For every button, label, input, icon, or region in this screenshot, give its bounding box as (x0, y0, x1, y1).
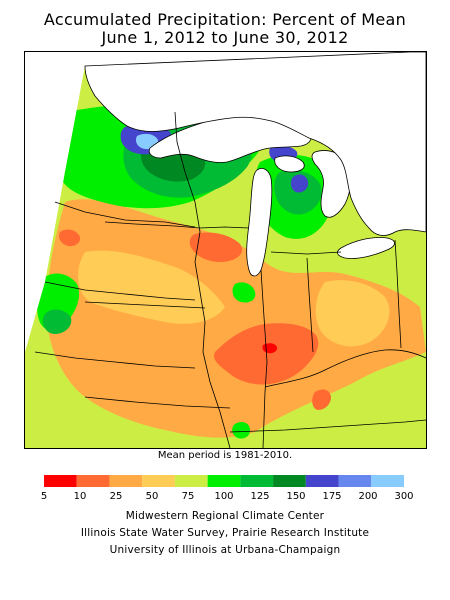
color-legend: 5 10 25 50 75 100 125 150 175 200 300 (41, 475, 414, 502)
legend-swatch (371, 475, 404, 487)
field-10-25-kentucky (312, 389, 331, 410)
field-50-75-iowa (78, 250, 226, 324)
field-125-150-west (42, 309, 72, 334)
field-175-200-lower-michigan (290, 174, 309, 193)
legend-swatch (305, 475, 339, 487)
field-100-125-southeast (232, 421, 251, 439)
legend-swatch (207, 475, 241, 487)
legend-tick-label: 300 (394, 491, 413, 502)
precipitation-map (24, 51, 427, 449)
legend-swatch (44, 475, 77, 487)
credit-isws: Illinois State Water Survey, Prairie Res… (80, 527, 370, 539)
legend-tick-label: 75 (182, 491, 195, 502)
legend-tick-label: 175 (322, 491, 341, 502)
field-100-125-missouri (232, 282, 256, 303)
field-200-300-superior (135, 133, 159, 150)
mean-period-note: Mean period is 1981-2010. (157, 450, 293, 461)
state-boundaries (34, 111, 426, 448)
legend-swatch (338, 475, 372, 487)
lake-michigan (246, 168, 273, 277)
legend-swatch (174, 475, 208, 487)
legend-tick-label: 10 (74, 491, 87, 502)
map-title: Accumulated Precipitation: Percent of Me… (43, 10, 407, 29)
legend-swatch (76, 475, 110, 487)
lake-erie (337, 237, 395, 259)
field-10-25-western (58, 229, 81, 247)
credit-mrcc: Midwestern Regional Climate Center (125, 510, 325, 522)
legend-swatch (240, 475, 274, 487)
legend-tick-label: 50 (146, 491, 159, 502)
map-subtitle: June 1, 2012 to June 30, 2012 (101, 28, 349, 47)
legend-swatch (109, 475, 143, 487)
legend-tick-label: 150 (286, 491, 305, 502)
canada-area (84, 52, 426, 236)
legend-tick-label: 25 (110, 491, 123, 502)
legend-tick-label: 200 (358, 491, 377, 502)
great-lakes (148, 114, 395, 277)
legend-tick-label: 100 (214, 491, 233, 502)
credit-uiuc: University of Illinois at Urbana-Champai… (109, 544, 341, 556)
legend-swatch (273, 475, 306, 487)
field-10-25-iowa (189, 232, 243, 262)
field-50-75-ohio (315, 280, 390, 347)
legend-tick-label: 125 (250, 491, 269, 502)
legend-tick-label: 5 (41, 491, 47, 502)
lake-michigan-north (274, 155, 305, 173)
legend-swatch (142, 475, 175, 487)
